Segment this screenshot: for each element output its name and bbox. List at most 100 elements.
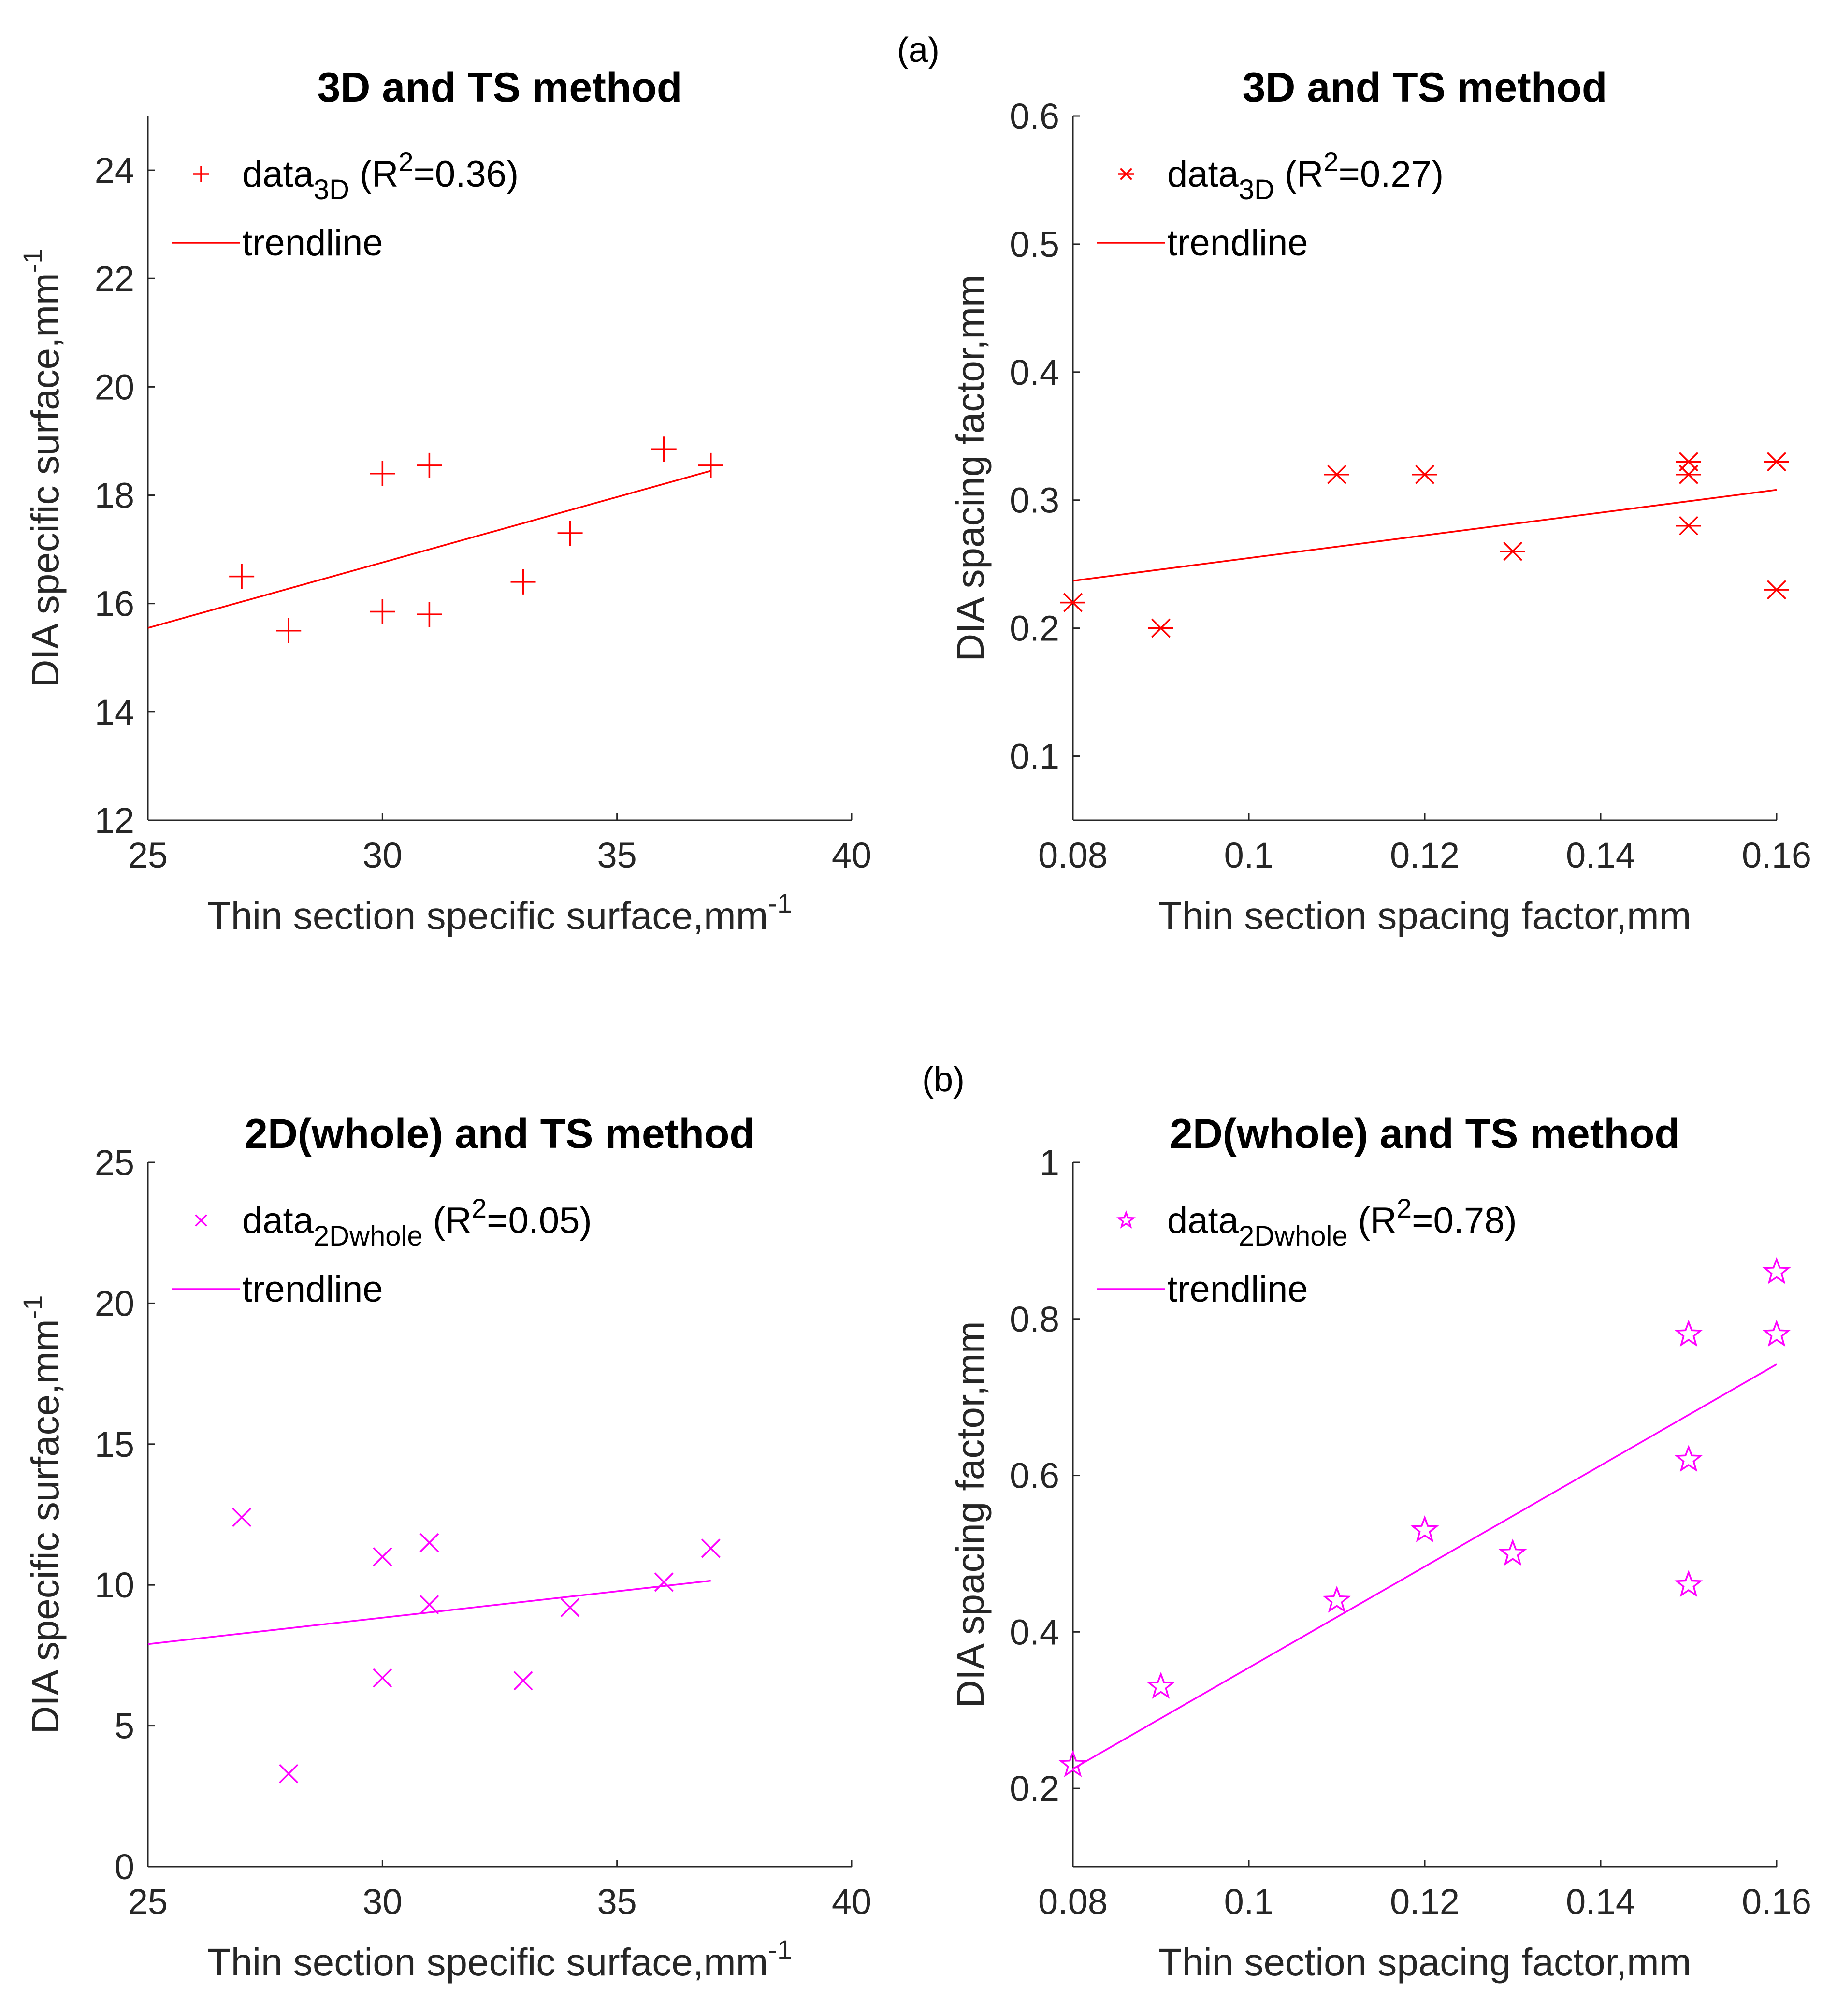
x-axis-label: Thin section spacing factor,mm — [1158, 1941, 1692, 1984]
chart-3: 2D(whole) and TS method 25 30 35 40 0 5 10 15 20 2… — [17, 1111, 871, 1984]
data-point — [373, 1547, 392, 1566]
data-point-d2 — [419, 1533, 439, 1552]
y-axis-label-text: DIA spacing factor,mm — [949, 1321, 992, 1708]
legend-data-main: data — [242, 1200, 314, 1241]
data-point-d2 — [560, 1597, 580, 1617]
y-tick-label: 0.4 — [1010, 352, 1059, 392]
data-point-d2 — [1415, 464, 1434, 484]
data-point — [417, 452, 442, 478]
trendline — [1072, 489, 1777, 582]
data-point — [557, 520, 583, 546]
y-tick-label: 0.8 — [1010, 1299, 1059, 1339]
legend-r2-superscript: 2 — [1397, 1193, 1412, 1223]
x-tick-label: 0.16 — [1742, 835, 1811, 875]
legend: data3D (R2=0.36) trendline — [172, 146, 519, 263]
y-tick-label: 0 — [115, 1847, 134, 1887]
legend-data-marker — [1116, 1210, 1136, 1229]
trendline — [1072, 1363, 1777, 1770]
data-point — [1058, 1750, 1087, 1777]
legend-data-subscript: 3D — [1239, 174, 1274, 205]
data-point-d2 — [1679, 464, 1698, 484]
data-point-shape — [1674, 1445, 1703, 1472]
legend-data-marker — [193, 166, 209, 182]
y-tick-label: 20 — [95, 1283, 134, 1323]
legend-data-marker-d2 — [1120, 168, 1132, 180]
y-tick-label: 12 — [95, 800, 134, 841]
x-axis-label-superscript: -1 — [768, 888, 792, 918]
data-point-d2 — [1767, 452, 1786, 472]
y-tick-label: 1 — [1040, 1143, 1059, 1183]
x-tick-label: 0.12 — [1390, 835, 1460, 875]
data-point-d2 — [373, 1668, 392, 1688]
data-point — [229, 564, 255, 589]
legend-r2-value: =0.78) — [1412, 1200, 1517, 1241]
y-tick-label: 24 — [95, 150, 134, 190]
y-axis-label-text: DIA specific surface,mm — [24, 1319, 67, 1734]
trendline — [147, 1580, 711, 1645]
legend-data-subscript: 2Dwhole — [314, 1220, 423, 1252]
y-axis-label: DIA spacing factor,mm — [949, 1321, 992, 1708]
y-tick-label: 0.3 — [1010, 480, 1059, 521]
data-point-d2 — [1151, 618, 1171, 638]
y-axis-label-superscript: -1 — [17, 249, 48, 273]
data-point — [1412, 464, 1437, 484]
legend-data-label: data3D (R2=0.36) — [242, 146, 519, 205]
data-point — [1324, 464, 1349, 484]
data-point — [419, 1595, 439, 1614]
legend-r2-superscript: 2 — [1323, 146, 1338, 177]
x-tick-label: 0.08 — [1038, 1882, 1108, 1922]
data-point — [651, 436, 677, 462]
legend-data-subscript: 2Dwhole — [1239, 1220, 1348, 1252]
y-tick-label: 0.5 — [1010, 224, 1059, 264]
y-axis-label: DIA specific surface,mm-1 — [17, 249, 67, 688]
x-tick-label: 0.12 — [1390, 1882, 1460, 1922]
y-tick-label: 0.1 — [1010, 737, 1059, 777]
chart-title: 2D(whole) and TS method — [1170, 1111, 1680, 1157]
legend-r2-superscript: 2 — [398, 146, 413, 177]
x-axis-label-text: Thin section specific surface,mm — [207, 1941, 768, 1984]
data-point-d2 — [419, 1595, 439, 1614]
data-point — [1498, 1538, 1527, 1566]
legend-data-marker — [195, 1214, 207, 1227]
legend-data-label: data3D (R2=0.27) — [1167, 146, 1444, 205]
data-point-shape — [1762, 1320, 1791, 1347]
data-point-d2 — [1327, 464, 1346, 484]
x-axis-label: Thin section specific surface,mm-1 — [207, 1934, 792, 1984]
y-tick-label: 0.4 — [1010, 1612, 1059, 1652]
legend-trend-label: trendline — [1167, 222, 1308, 263]
legend-trend-label: trendline — [1167, 1269, 1308, 1310]
y-tick-label: 0.6 — [1010, 96, 1059, 136]
legend-r2-open: (R — [349, 154, 398, 195]
data-point — [419, 1533, 439, 1552]
data-point-shape — [1498, 1538, 1527, 1566]
x-tick-label: 0.14 — [1566, 835, 1635, 875]
data-point — [654, 1572, 674, 1592]
y-tick-label: 10 — [95, 1565, 134, 1605]
legend-r2-open: (R — [1274, 154, 1323, 195]
y-tick-label: 14 — [95, 692, 134, 732]
x-tick-label: 0.1 — [1224, 835, 1274, 875]
x-tick-label: 0.08 — [1038, 835, 1108, 875]
data-point-d2 — [701, 1538, 721, 1558]
x-tick-label: 0.14 — [1566, 1882, 1635, 1922]
x-tick-label: 25 — [128, 835, 168, 875]
y-axis-label-superscript: -1 — [17, 1295, 48, 1320]
data-point-d2 — [1063, 593, 1083, 612]
legend-data-marker-shape — [1116, 1210, 1136, 1229]
x-tick-label: 30 — [362, 835, 402, 875]
legend-r2-value: =0.05) — [487, 1200, 592, 1241]
legend-data-main: data — [242, 154, 314, 195]
data-point-shape — [1674, 1570, 1703, 1597]
x-axis-label-superscript: -1 — [768, 1934, 792, 1965]
x-tick-label: 40 — [832, 835, 871, 875]
data-point-shape — [1410, 1515, 1439, 1542]
legend-data-main: data — [1167, 154, 1239, 195]
data-point — [1676, 516, 1701, 536]
y-tick-label: 5 — [115, 1706, 134, 1746]
legend: data3D (R2=0.27) trendline — [1097, 146, 1444, 263]
data-point — [370, 461, 395, 486]
legend-data-main: data — [1167, 1200, 1239, 1241]
